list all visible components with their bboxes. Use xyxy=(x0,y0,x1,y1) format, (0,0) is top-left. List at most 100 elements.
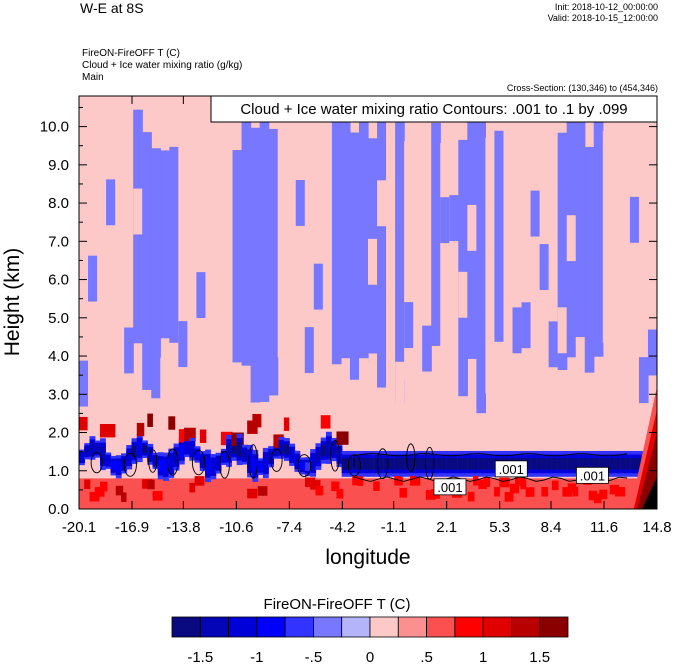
contour-label-box xyxy=(494,460,528,478)
field-column xyxy=(458,139,468,397)
cloud-cooling-cell xyxy=(593,458,600,470)
field-column xyxy=(358,100,369,362)
field-patch xyxy=(422,325,432,372)
low-warm-patch xyxy=(588,490,598,501)
cloud-cooling-cell xyxy=(257,462,264,471)
low-warm-patch xyxy=(509,483,519,494)
cloud-cooling-cell xyxy=(115,461,122,472)
low-warm-patch xyxy=(551,480,559,491)
cloud-cooling-cell xyxy=(236,442,243,457)
low-warm-patch xyxy=(467,491,475,502)
colorbar: -1.5 -1 -.5 0 .5 1 1.5 xyxy=(171,616,569,666)
y-tick-label: 10.0 xyxy=(40,119,69,136)
cloud-cooling-cell xyxy=(462,458,469,470)
valid-time: Valid: 2018-10-15_12:00:00 xyxy=(547,13,658,23)
low-warm-patch xyxy=(520,479,527,490)
cloud-cooling-cell xyxy=(273,447,280,455)
cloud-cooling-cell xyxy=(557,458,564,470)
cloud-cooling-cell xyxy=(404,458,411,470)
cloud-cooling-cell xyxy=(452,458,458,470)
field-patch xyxy=(133,188,143,235)
cloud-cooling-cell xyxy=(199,456,206,466)
colorbar-swatch xyxy=(256,616,286,638)
low-warm-patch xyxy=(194,476,205,486)
field-patch xyxy=(521,302,532,349)
cloud-cooling-cell xyxy=(399,458,406,470)
cloud-cooling-cell xyxy=(147,449,154,459)
warm-patch xyxy=(147,413,153,427)
low-warm-patch xyxy=(562,487,573,497)
cloud-cooling-cell xyxy=(157,459,164,472)
cloud-cooling-cell xyxy=(620,458,627,470)
colorbar-label: -1 xyxy=(250,649,263,666)
cloud-cooling-cell xyxy=(94,445,101,453)
low-warm-patch xyxy=(142,479,153,489)
low-warm-patch xyxy=(89,491,100,502)
cloud-cooling-cell xyxy=(84,447,91,455)
low-warm-patch xyxy=(247,488,258,499)
cloud-cooling-cell xyxy=(446,458,453,470)
field-column xyxy=(575,119,586,346)
cloud-cooling-cell xyxy=(572,458,579,470)
field-column xyxy=(386,119,396,389)
field-patch xyxy=(160,357,170,404)
low-warm-patch xyxy=(84,479,91,490)
x-tick-label: -10.6 xyxy=(219,519,253,536)
field-column xyxy=(340,98,351,359)
low-warm-patch xyxy=(541,486,549,497)
low-warm-patch xyxy=(499,477,510,488)
field-patch xyxy=(295,179,306,226)
warm-patch xyxy=(273,434,284,448)
cloud-cooling-cell xyxy=(588,458,595,470)
cloud-cooling-cell xyxy=(578,458,585,470)
cloud-cooling-cell xyxy=(341,458,348,470)
cloud-cooling-cell xyxy=(352,458,359,470)
y-tick-label: 2.0 xyxy=(48,425,69,442)
field-column xyxy=(476,103,487,414)
low-warm-patch xyxy=(94,487,105,497)
low-warm-patch xyxy=(599,489,608,500)
low-warm-patch xyxy=(315,485,324,496)
cloud-cooling-cell xyxy=(283,444,290,455)
field-patch xyxy=(449,195,459,242)
cloud-cooling-cell xyxy=(299,462,306,470)
cloud-cooling-cell xyxy=(304,462,311,471)
warm-patch xyxy=(247,420,258,434)
field-column xyxy=(169,146,179,343)
field-column xyxy=(584,147,595,373)
cloud-cooling-cell xyxy=(457,458,464,470)
low-warm-patch xyxy=(100,481,108,492)
field-patch xyxy=(88,255,98,302)
cloud-cooling-cell xyxy=(252,458,259,474)
warm-patch xyxy=(336,431,349,445)
field-column xyxy=(647,137,657,340)
field-column xyxy=(313,120,324,390)
warm-patch xyxy=(199,429,207,443)
cloud-cooling-cell xyxy=(415,458,422,470)
shaded-variable-label: FireON-FireOFF T (C) xyxy=(82,48,180,59)
contour-label: .001 xyxy=(494,460,528,478)
colorbar-label: 1 xyxy=(479,649,487,666)
field-column xyxy=(503,112,514,404)
low-warm-patch xyxy=(257,486,268,496)
colorbar-swatch xyxy=(369,616,399,638)
colorbar-label: 0 xyxy=(366,649,374,666)
cloud-cooling-cell xyxy=(152,457,159,465)
field-column xyxy=(611,147,622,361)
low-warm-patch xyxy=(115,485,124,496)
cloud-cooling-cell xyxy=(599,458,606,470)
cloud-cooling-cell xyxy=(210,461,217,473)
cloud-cooling-cell xyxy=(383,458,390,470)
cloud-cooling-cell xyxy=(562,458,569,470)
cloud-cooling-cell xyxy=(189,444,196,455)
field-patch xyxy=(106,179,116,226)
field-column xyxy=(268,128,279,396)
field-patch xyxy=(79,360,89,407)
cloud-cooling-cell xyxy=(604,458,611,470)
x-tick-label: -4.2 xyxy=(329,519,355,536)
field-patch xyxy=(440,197,450,244)
field-column xyxy=(557,132,568,370)
cloud-cooling-cell xyxy=(525,458,532,470)
cloud-cooling-cell xyxy=(194,450,201,459)
field-patch xyxy=(557,307,568,354)
